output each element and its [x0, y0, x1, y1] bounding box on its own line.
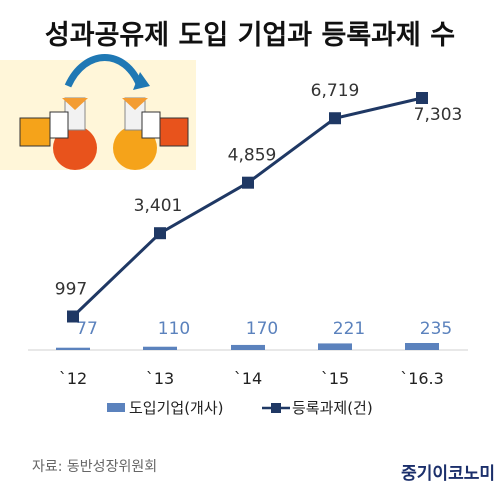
- line-label-1: 3,401: [134, 196, 183, 216]
- line-label-4: 7,303: [414, 105, 463, 125]
- bar-labels: 77 110 170 221 235: [76, 319, 452, 339]
- bar-1: [143, 346, 177, 350]
- legend: 도입기업(개사) 등록과제(건): [107, 399, 373, 417]
- x-tick-0: `12: [59, 369, 87, 388]
- bar-2: [231, 344, 265, 350]
- glove-left-icon: [49, 111, 69, 139]
- x-tick-1: `13: [146, 369, 174, 388]
- bar-label-0: 77: [76, 319, 98, 339]
- line-label-3: 6,719: [311, 81, 360, 101]
- funnel-right-icon: [122, 98, 148, 110]
- legend-marker-line: [271, 403, 281, 413]
- bar-label-3: 221: [333, 319, 365, 339]
- bar-label-4: 235: [420, 319, 452, 339]
- bar-label-1: 110: [158, 319, 190, 339]
- illustration-background: [0, 60, 196, 170]
- hand-left-icon: [19, 117, 51, 147]
- x-tick-3: `15: [321, 369, 349, 388]
- bar-4: [405, 343, 439, 350]
- glove-right-icon: [141, 111, 161, 139]
- brand-logo: 중기이코노미: [401, 464, 495, 484]
- hand-right-icon: [159, 117, 189, 147]
- bar-series: [56, 343, 439, 350]
- line-point-1: [154, 227, 166, 240]
- legend-label-bar: 도입기업(개사): [129, 399, 224, 417]
- line-label-0: 997: [55, 280, 87, 300]
- x-tick-4: `16.3: [400, 369, 444, 388]
- line-labels: 997 3,401 4,859 6,719 7,303: [55, 81, 463, 299]
- line-point-3: [329, 112, 341, 125]
- funnel-left-icon: [62, 98, 88, 110]
- legend-label-line: 등록과제(건): [292, 399, 373, 417]
- x-tick-2: `14: [234, 369, 262, 388]
- exchange-arrow-icon: [64, 54, 144, 88]
- line-point-0: [67, 310, 79, 323]
- bar-0: [56, 347, 90, 350]
- line-label-2: 4,859: [228, 146, 277, 166]
- source-note: 자료: 동반성장위원회: [32, 459, 157, 475]
- x-tick-labels: `12 `13 `14 `15 `16.3: [59, 369, 444, 388]
- bar-3: [318, 343, 352, 350]
- line-point-2: [242, 176, 254, 189]
- line-series: [67, 92, 428, 323]
- bar-label-2: 170: [246, 319, 278, 339]
- line-point-4: [416, 92, 428, 104]
- arrowhead-icon: [133, 72, 150, 90]
- chart-title: 성과공유제 도입 기업과 등록과제 수: [45, 20, 455, 51]
- illustration: [0, 54, 196, 170]
- legend-swatch-bar: [107, 403, 125, 412]
